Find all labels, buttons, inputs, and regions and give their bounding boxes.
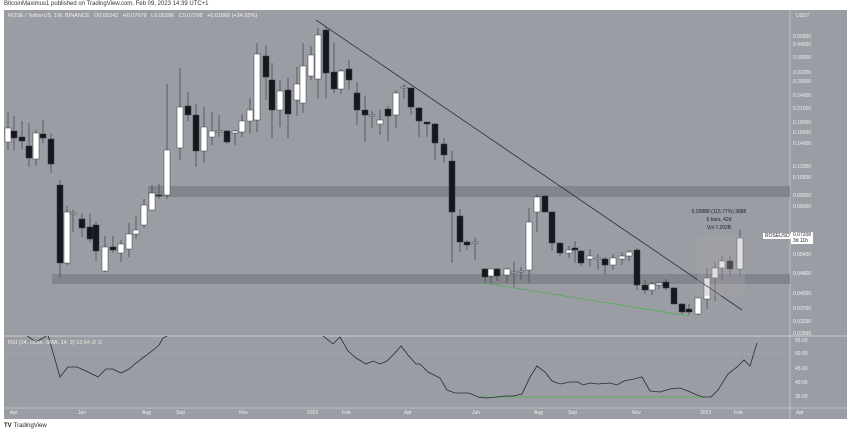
rsi-tick: 35.00 (795, 394, 808, 400)
bar-countdown: 3d 11h (793, 238, 808, 244)
measure-change: 0.03888 (115.77%) 3888 (691, 209, 747, 215)
price-tick: 0.09000 (793, 193, 812, 199)
price-tick: 0.03700 (793, 306, 812, 312)
time-tick: Aug (142, 410, 151, 416)
rsi-tick: 55.00 (795, 338, 808, 344)
price-tick: 0.03250 (793, 319, 812, 325)
price-tick: 0.05400 (793, 252, 812, 258)
rsi-tick: 40.00 (795, 380, 808, 386)
zone[interactable] (148, 186, 790, 197)
price-tick: 0.50000 (793, 34, 812, 40)
rsi-extra: ∅ ∅ (91, 340, 103, 346)
ohlc-close: C0.07208 (178, 13, 203, 19)
measure-label: 0.03888 (115.77%) 3888 6 bars, 42d Vol 7… (684, 208, 754, 232)
tradingview-logo-icon: TV (4, 423, 12, 429)
time-tick: Apr (404, 410, 412, 416)
time-tick: 2022 (307, 410, 319, 416)
symbol-price-tag: ROSEUSDT (763, 233, 795, 239)
support-resistance-zones[interactable] (52, 186, 790, 284)
measure-volume: Vol 7.202B (706, 225, 732, 231)
price-tick: 0.12000 (793, 164, 812, 170)
brand-name: TradingView (13, 423, 47, 429)
price-tick: 0.04200 (793, 291, 812, 297)
ohlc-open: O0.05342 (94, 13, 119, 19)
time-tick: Sep (176, 410, 185, 416)
price-tick: 0.21000 (793, 106, 812, 112)
rsi-legend[interactable]: RSI (14, close, SMA, 14, 2) 53.84 ∅ ∅ (8, 340, 103, 346)
time-tick: Jun (78, 410, 87, 416)
ohlc-high: H0.07679 (122, 13, 147, 19)
rsi-tick: 45.00 (795, 366, 808, 372)
time-tick: Feb (342, 410, 351, 416)
time-tick: Apr (10, 410, 18, 416)
time-tick: Nov (239, 410, 248, 416)
publisher-caption: BitcoinMaximus1 published on TradingView… (4, 1, 209, 7)
time-tick: Aug (534, 410, 543, 416)
zone[interactable] (52, 274, 790, 284)
measure-box[interactable] (697, 236, 745, 296)
price-tick: 0.24000 (793, 93, 812, 99)
rsi-value: 53.84 (76, 340, 90, 346)
price-tick: 0.38000 (793, 55, 812, 61)
price-tick: 0.02890 (793, 331, 812, 337)
rsi-tick: 50.00 (795, 351, 808, 357)
candles (4, 27, 744, 315)
price-tick: 0.10500 (793, 175, 812, 181)
price-tick: 0.32000 (793, 70, 812, 76)
price-tick: 0.28000 (793, 79, 812, 85)
time-tick: Jun (472, 410, 481, 416)
ohlc-low: L0.05296 (151, 13, 175, 19)
price-tick: 0.08000 (793, 204, 812, 210)
price-divergence-line[interactable] (483, 282, 690, 317)
time-tick: Sep (568, 410, 577, 416)
symbol-name: ROSE / TetherUS, 1W, BINANCE (8, 13, 90, 19)
time-tick: 2023 (700, 410, 712, 416)
symbol-legend[interactable]: ROSE / TetherUS, 1W, BINANCE O0.05342 H0… (8, 13, 260, 19)
measure-bars: 6 bars, 42d (706, 217, 732, 223)
price-tick: 0.04800 (793, 271, 812, 277)
price-tick: 0.44000 (793, 42, 812, 48)
time-tick: Apr (796, 410, 804, 416)
price-tick: 0.14000 (793, 141, 812, 147)
last-price-tag: 0.07208 3d 11h (791, 232, 814, 244)
price-tick: 0.18000 (793, 120, 812, 126)
rsi-title: RSI (14, close, SMA, 14, 2) (8, 340, 75, 346)
drawn-lines[interactable] (315, 19, 743, 398)
price-axis-unit: USDT (796, 13, 810, 19)
rsi-line (26, 336, 758, 399)
price-tick: 0.16000 (793, 130, 812, 136)
footer-brand[interactable]: TV TradingView (4, 423, 47, 429)
time-tick: Nov (632, 410, 641, 416)
ohlc-change: +0.01866 (+34.93%) (207, 13, 258, 19)
trendline[interactable] (315, 19, 743, 311)
last-price-value: 0.07208 (793, 232, 812, 238)
time-tick: Feb (734, 410, 743, 416)
